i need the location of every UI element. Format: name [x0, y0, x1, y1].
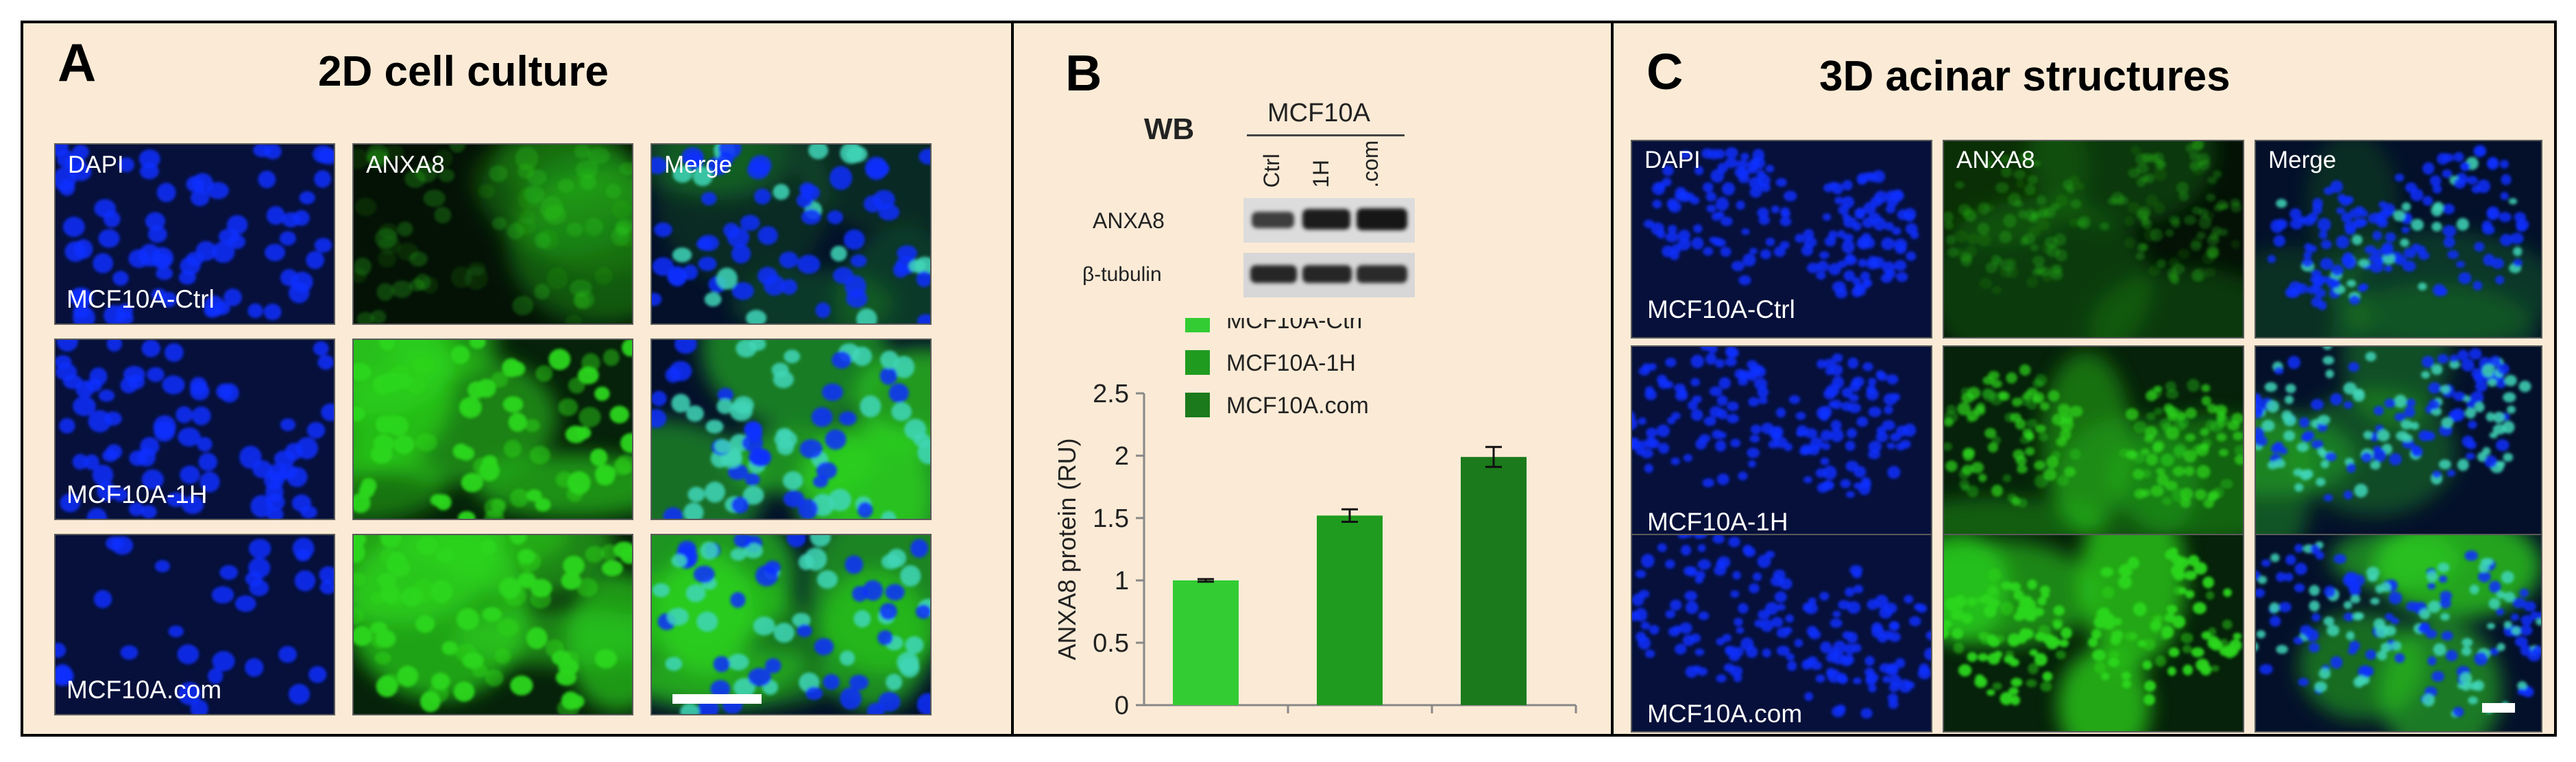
micrograph-image — [1944, 347, 2243, 543]
legend-swatch — [1185, 393, 1210, 417]
micrograph-image — [2256, 535, 2541, 731]
panel-a-title: 2D cell culture — [318, 48, 609, 95]
panel-c-title: 3D acinar structures — [1819, 53, 2231, 100]
western-blot-image — [1243, 198, 1415, 297]
micrograph-2d-ctrl-dapi: DAPI MCF10A-Ctrl — [54, 143, 335, 325]
y-tick-label: 2 — [1115, 442, 1129, 471]
legend-swatch — [1185, 318, 1210, 332]
panel-a: A 2D cell culture DAPI MCF10A-Ctrl ANXA8… — [21, 21, 1014, 737]
legend-label: MCF10A-1H — [1226, 350, 1356, 376]
micrograph-2d-ctrl-merge: Merge — [651, 143, 932, 325]
micrograph-3d-1h-dapi: MCF10A-1H — [1631, 345, 1932, 544]
y-tick-label: 1 — [1115, 567, 1129, 595]
micrograph-2d-com-merge — [651, 534, 932, 715]
sample-label: MCF10A.com — [66, 676, 222, 704]
micrograph-image — [652, 535, 930, 714]
micrograph-image — [56, 145, 334, 323]
micrograph-3d-1h-merge — [2255, 345, 2542, 544]
micrograph-image — [2256, 347, 2541, 543]
micrograph-image — [1632, 141, 1931, 337]
micrograph-2d-com-anxa8 — [352, 534, 633, 715]
wb-label: WB — [1144, 112, 1195, 146]
panel-b: B WB MCF10A Ctrl 1H .com ANXA8 β-tubulin… — [1011, 21, 1614, 737]
channel-label: DAPI — [68, 151, 124, 178]
y-tick-label: 0.5 — [1093, 629, 1129, 658]
wb-cell-line: MCF10A — [1267, 99, 1370, 127]
micrograph-image — [2256, 141, 2541, 337]
micrograph-3d-ctrl-merge: Merge — [2255, 140, 2542, 339]
wb-band-anxa8-ctrl — [1252, 212, 1294, 228]
sample-label: MCF10A.com — [1647, 700, 1803, 728]
panel-c-letter: C — [1647, 43, 1684, 100]
micrograph-2d-com-dapi: MCF10A.com — [54, 534, 335, 715]
scale-bar — [2482, 703, 2515, 713]
wb-lane-1h: 1H — [1309, 160, 1333, 188]
micrograph-3d-ctrl-dapi: DAPI MCF10A-Ctrl — [1631, 140, 1932, 339]
panel-b-letter: B — [1065, 45, 1102, 101]
bar — [1317, 515, 1383, 705]
micrograph-image — [1944, 535, 2243, 731]
wb-cell-line-underline — [1247, 134, 1405, 136]
bar — [1173, 580, 1239, 705]
micrograph-2d-1h-dapi: MCF10A-1H — [54, 339, 335, 520]
wb-lane-com: .com — [1358, 140, 1383, 188]
sample-label: MCF10A-1H — [66, 480, 208, 508]
wb-band-anxa8-com — [1357, 208, 1407, 230]
micrograph-image — [1944, 141, 2243, 337]
micrograph-image — [652, 340, 930, 519]
wb-band-tubulin-ctrl — [1250, 265, 1297, 283]
wb-band-tubulin-1h — [1302, 265, 1352, 283]
y-tick-label: 1.5 — [1093, 504, 1129, 533]
wb-lane-ctrl: Ctrl — [1259, 153, 1284, 188]
micrograph-image — [354, 145, 632, 323]
y-axis-label: ANXA8 protein (RU) — [1053, 438, 1081, 660]
y-tick-label: 2.5 — [1093, 380, 1129, 408]
channel-label: Merge — [2268, 147, 2337, 173]
sample-label: MCF10A-1H — [1647, 508, 1788, 536]
micrograph-image — [56, 340, 334, 519]
micrograph-image — [354, 340, 632, 519]
panel-c: C 3D acinar structures DAPI MCF10A-Ctrl … — [1611, 21, 2557, 737]
micrograph-3d-com-dapi: MCF10A.com — [1631, 534, 1932, 733]
channel-label: DAPI — [1644, 147, 1701, 173]
micrograph-image — [56, 535, 334, 714]
channel-label: Merge — [664, 151, 733, 178]
micrograph-image — [1632, 535, 1931, 731]
micrograph-image — [1632, 347, 1931, 543]
micrograph-3d-1h-anxa8 — [1943, 345, 2244, 544]
micrograph-3d-ctrl-anxa8: ANXA8 — [1943, 140, 2244, 339]
sample-label: MCF10A-Ctrl — [1647, 295, 1795, 323]
scale-bar — [672, 694, 762, 704]
channel-label: ANXA8 — [1956, 147, 2035, 173]
wb-row-tubulin: β-tubulin — [1082, 263, 1162, 286]
micrograph-image — [652, 145, 930, 323]
legend-swatch — [1185, 350, 1210, 375]
micrograph-2d-ctrl-anxa8: ANXA8 — [352, 143, 633, 325]
legend-label: MCF10A-Ctrl — [1226, 318, 1362, 334]
panel-a-letter: A — [58, 32, 97, 93]
wb-band-anxa8-1h — [1302, 209, 1350, 230]
y-tick-label: 0 — [1115, 691, 1129, 720]
micrograph-2d-1h-anxa8 — [352, 339, 633, 520]
channel-label: ANXA8 — [366, 151, 445, 178]
micrograph-3d-com-anxa8 — [1943, 534, 2244, 733]
wb-row-anxa8: ANXA8 — [1093, 208, 1165, 233]
legend-label: MCF10A.com — [1226, 393, 1369, 419]
micrograph-2d-1h-merge — [651, 339, 932, 520]
micrograph-3d-com-merge — [2255, 534, 2542, 733]
bar — [1461, 456, 1527, 705]
bar-chart: 0 0.5 1 1.5 2 2.5 ANXA8 protein (RU) MCF10A-Ctr… — [1053, 318, 1577, 720]
micrograph-image — [354, 535, 632, 714]
sample-label: MCF10A-Ctrl — [66, 285, 215, 313]
wb-band-tubulin-com — [1357, 265, 1407, 283]
